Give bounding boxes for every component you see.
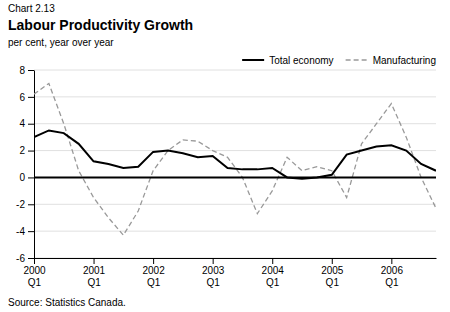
x-tick-label-line: 2002 [142, 265, 165, 276]
x-tick-label: 2000Q1 [23, 265, 46, 288]
grid-line [34, 177, 436, 178]
x-tick-mark [272, 258, 273, 264]
x-tick-mark [153, 258, 154, 264]
y-tick-mark [28, 231, 34, 232]
y-tick: -4 [16, 226, 34, 237]
y-tick-mark [28, 97, 34, 98]
series-group [34, 83, 436, 235]
chart-label: Chart 2.13 [8, 3, 55, 14]
x-tick-mark [34, 258, 35, 264]
x-tick-label-line: Q1 [87, 277, 101, 288]
x-tick-label-line: Q1 [326, 277, 340, 288]
legend-label: Total economy [269, 55, 333, 66]
y-tick-mark [28, 204, 34, 205]
chart: -6-4-2024682000Q12001Q12002Q12003Q12004Q… [0, 0, 450, 312]
x-tick-label-line: 2001 [83, 265, 106, 276]
x-tick-label-line: 2005 [321, 265, 344, 276]
y-tick-mark [28, 124, 34, 125]
x-tick: 2002Q1 [142, 258, 165, 288]
x-tick-label-line: Q1 [28, 277, 42, 288]
legend-swatch [346, 59, 368, 60]
legend: Total economy Manufacturing [242, 55, 436, 66]
x-tick-label-line: 2006 [381, 265, 404, 276]
title: Labour Productivity Growth [8, 17, 193, 33]
x-axis-line [35, 258, 437, 259]
y-tick: -2 [16, 199, 34, 210]
x-tick-label-line: Q1 [206, 277, 220, 288]
x-tick: 2003Q1 [202, 258, 225, 288]
x-tick: 2000Q1 [23, 258, 46, 288]
x-tick-label-line: 2003 [202, 265, 225, 276]
legend-label: Manufacturing [373, 55, 436, 66]
x-tick-mark [94, 258, 95, 264]
legend-item: Total economy [242, 55, 333, 66]
series-line [34, 130, 436, 178]
x-tick-label-line: Q1 [147, 277, 161, 288]
y-tick-label: -2 [16, 199, 25, 210]
x-tick: 2005Q1 [321, 258, 344, 288]
zero-line [34, 176, 436, 178]
x-tick-label-line: 2000 [23, 265, 46, 276]
x-tick-mark [213, 258, 214, 264]
source-note: Source: Statistics Canada. [8, 297, 126, 308]
y-tick-label: -4 [16, 226, 25, 237]
x-tick-label-line: 2004 [262, 265, 285, 276]
y-tick-label: 8 [19, 65, 25, 76]
x-tick-label: 2001Q1 [83, 265, 106, 288]
grid-line [34, 150, 436, 151]
legend-item: Manufacturing [346, 55, 436, 66]
background [0, 0, 450, 312]
grid-line [34, 70, 436, 71]
y-tick-label: 4 [19, 118, 25, 129]
y-tick-label: -6 [16, 253, 25, 264]
y-tick-mark [28, 151, 34, 152]
x-axis: 2000Q12001Q12002Q12003Q12004Q12005Q12006… [23, 258, 436, 288]
x-tick-label: 2003Q1 [202, 265, 225, 288]
series-line [34, 83, 436, 235]
y-tick-mark [28, 258, 34, 259]
x-tick-label-line: Q1 [385, 277, 399, 288]
x-tick: 2006Q1 [381, 258, 404, 288]
legend-swatch [242, 59, 264, 61]
y-tick-label: 6 [19, 92, 25, 103]
y-axis: -6 -4 -2 0 2 4 6 8 [16, 65, 34, 264]
grid [34, 70, 436, 258]
y-axis-line [34, 71, 35, 259]
x-tick: 2004Q1 [262, 258, 285, 288]
y-tick: 6 [19, 92, 34, 103]
grid-line [34, 96, 436, 97]
grid-line [34, 231, 436, 232]
y-tick: 4 [19, 118, 34, 129]
x-tick-label: 2006Q1 [381, 265, 404, 288]
y-tick: 0 [19, 172, 34, 183]
x-tick-label: 2005Q1 [321, 265, 344, 288]
grid-line [34, 204, 436, 205]
y-tick-label: 2 [19, 145, 25, 156]
y-tick-mark [28, 177, 34, 178]
y-tick: 2 [19, 145, 34, 156]
y-tick-label: 0 [19, 172, 25, 183]
x-tick-mark [332, 258, 333, 264]
y-axis-title: per cent, year over year [8, 37, 114, 48]
y-tick: -6 [16, 253, 34, 264]
plot-area: -6-4-2024682000Q12001Q12002Q12003Q12004Q… [16, 65, 436, 288]
x-tick-label: 2002Q1 [142, 265, 165, 288]
x-tick: 2001Q1 [83, 258, 106, 288]
x-tick-label: 2004Q1 [262, 265, 285, 288]
x-tick-mark [391, 258, 392, 264]
x-tick-label-line: Q1 [266, 277, 280, 288]
y-tick-mark [28, 70, 34, 71]
y-tick: 8 [19, 65, 34, 76]
